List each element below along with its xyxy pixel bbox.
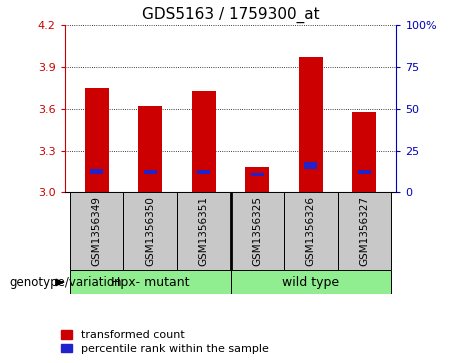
Bar [358, 170, 371, 174]
Text: GSM1356327: GSM1356327 [359, 196, 369, 266]
Bar [337, 192, 391, 270]
Text: GSM1356325: GSM1356325 [252, 196, 262, 266]
Bar [70, 192, 124, 270]
Title: GDS5163 / 1759300_at: GDS5163 / 1759300_at [142, 7, 319, 23]
Text: wild type: wild type [282, 276, 339, 289]
Bar [143, 170, 157, 174]
Bar [304, 162, 318, 169]
Text: GSM1356349: GSM1356349 [92, 196, 102, 266]
Text: GSM1356351: GSM1356351 [199, 196, 209, 266]
Text: GSM1356326: GSM1356326 [306, 196, 316, 266]
Bar [138, 106, 162, 192]
Bar [90, 169, 103, 174]
Bar [230, 192, 284, 270]
Bar [177, 192, 230, 270]
Bar [245, 167, 269, 192]
Bar [85, 88, 109, 192]
Text: GSM1356350: GSM1356350 [145, 196, 155, 266]
Text: genotype/variation: genotype/variation [9, 276, 122, 289]
Bar [284, 192, 337, 270]
Bar [124, 192, 177, 270]
Bar [251, 173, 264, 176]
Legend: transformed count, percentile rank within the sample: transformed count, percentile rank withi… [61, 330, 269, 354]
Bar [197, 170, 210, 174]
Text: Hpx- mutant: Hpx- mutant [111, 276, 189, 289]
Bar [230, 270, 391, 294]
Bar [299, 57, 323, 192]
Bar [352, 112, 376, 192]
Bar [192, 91, 216, 192]
Bar [70, 270, 230, 294]
